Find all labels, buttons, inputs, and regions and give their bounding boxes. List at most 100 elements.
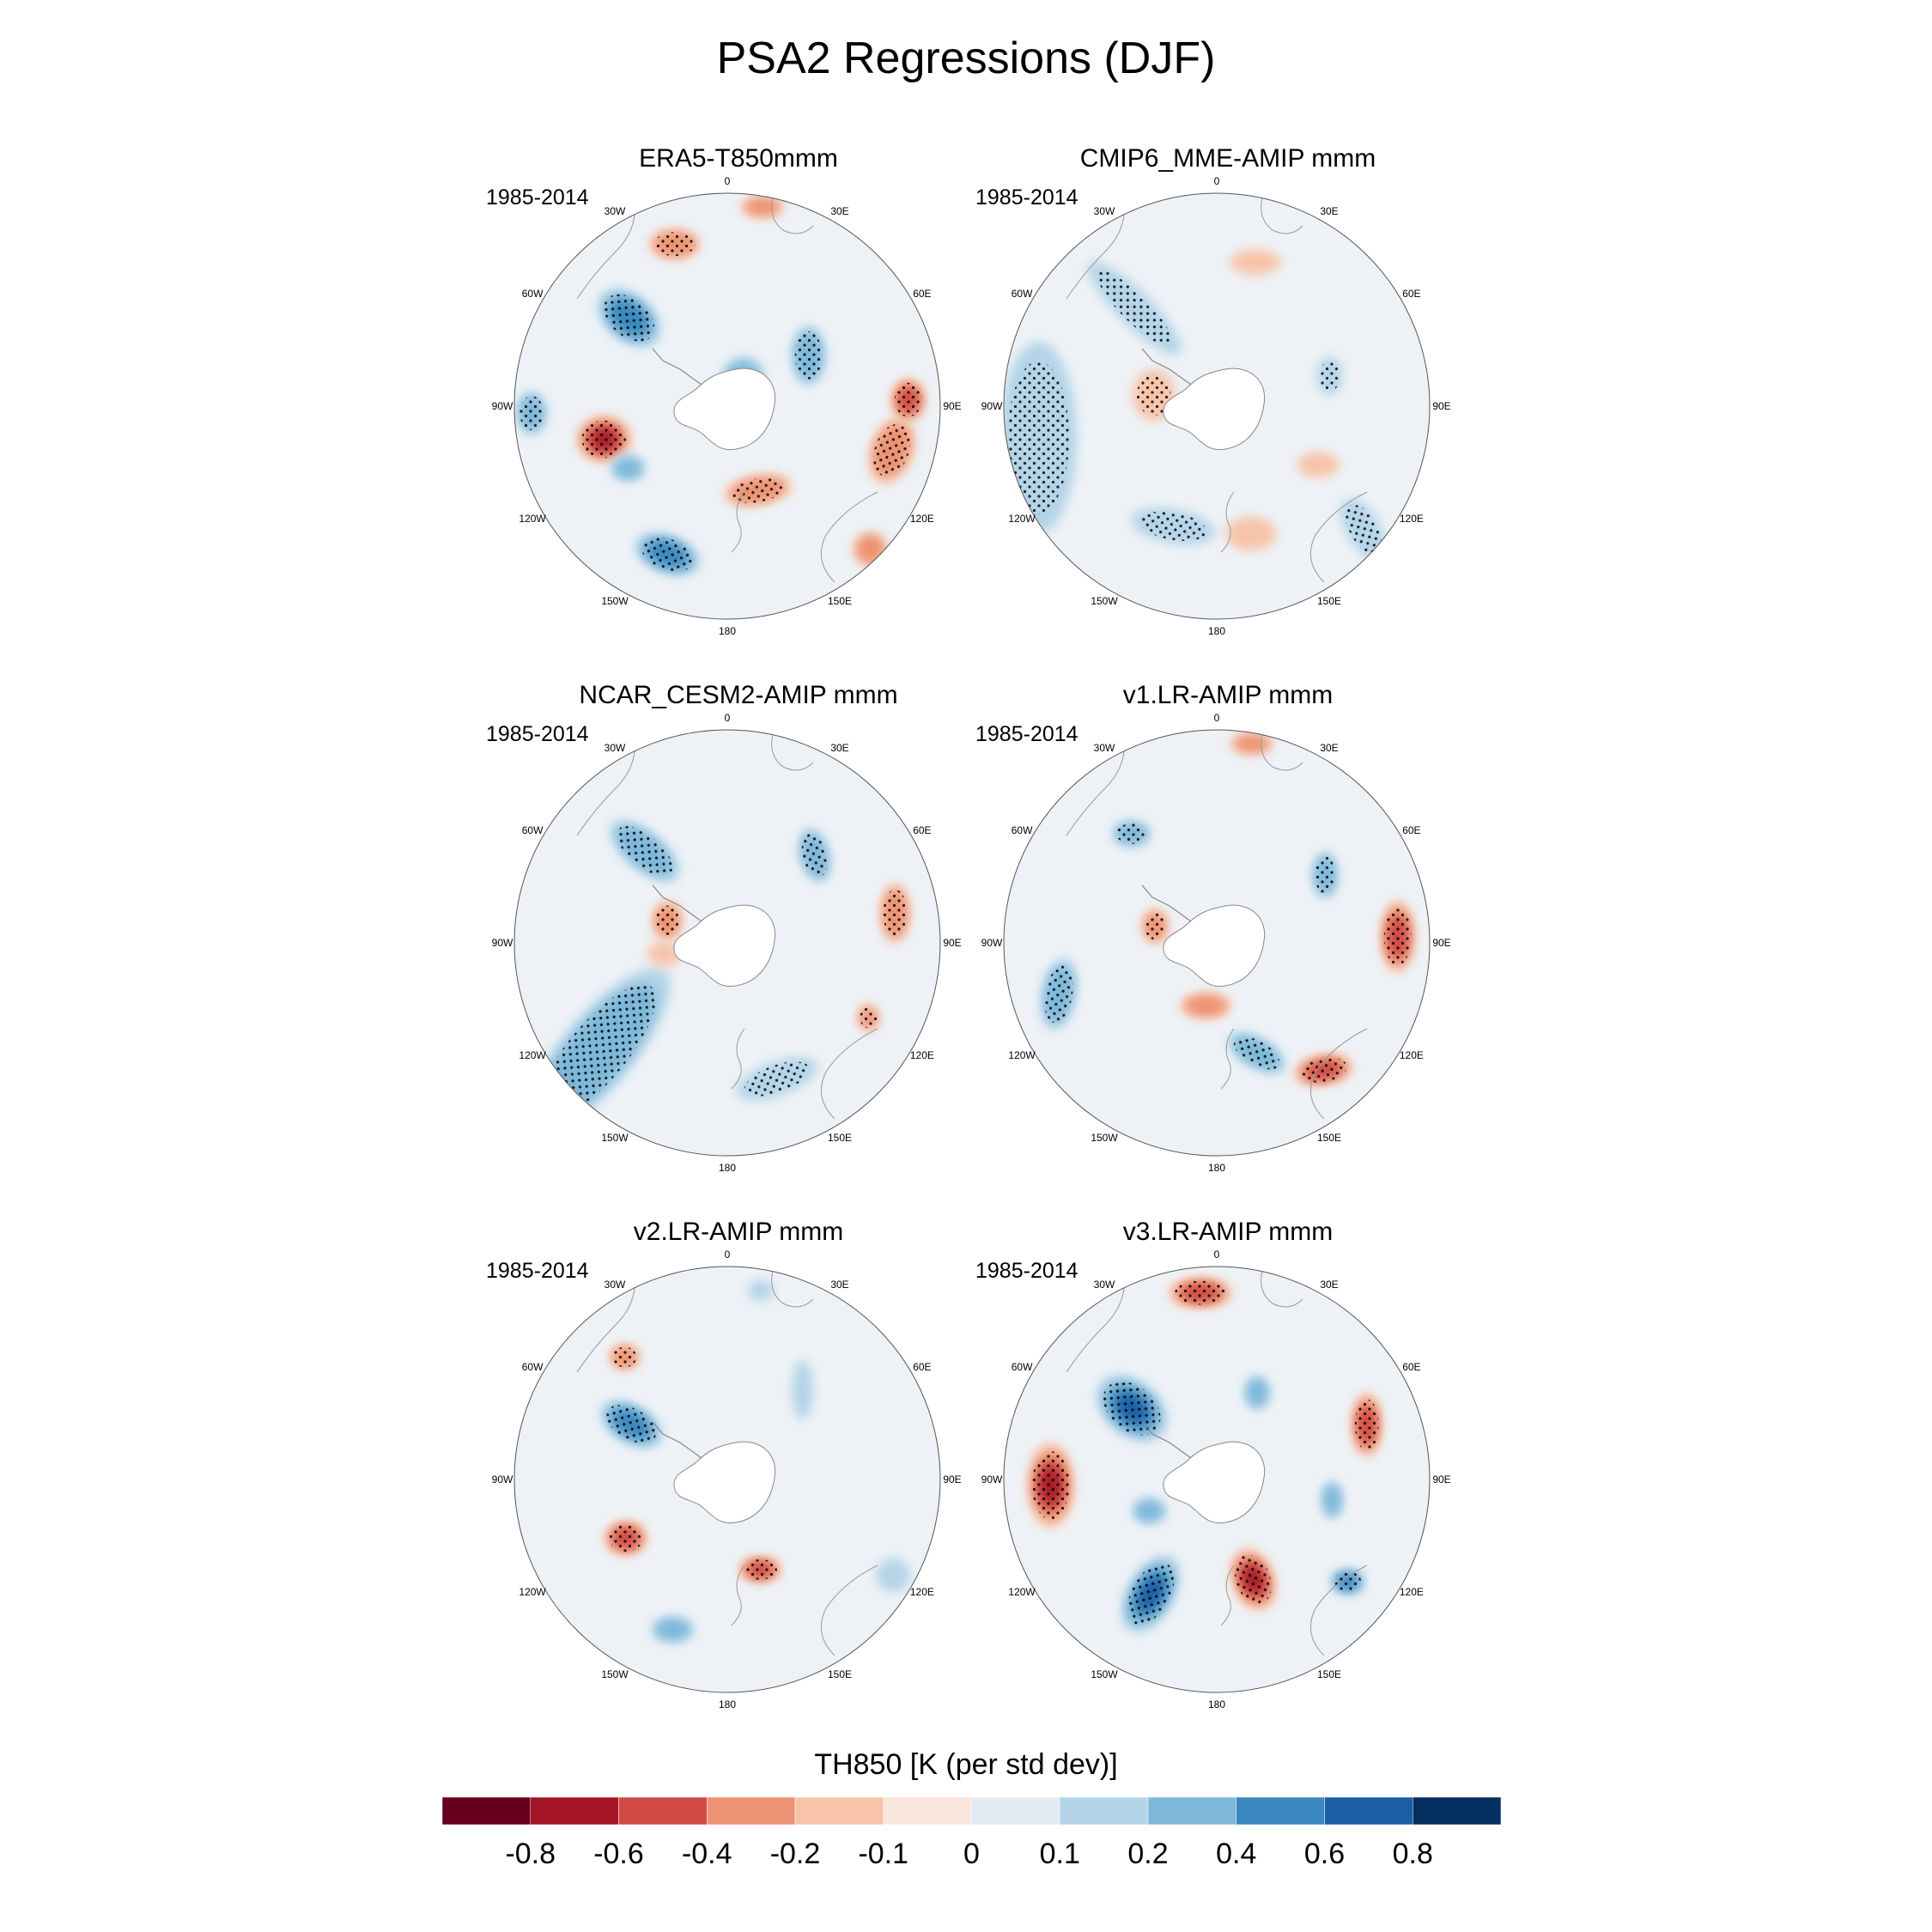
longitude-label: 90W (981, 1473, 1003, 1485)
colorbar-tick-label: -0.2 (769, 1838, 821, 1870)
colorbar-swatch (1413, 1796, 1502, 1826)
colorbar-swatch (1147, 1796, 1236, 1826)
anomaly-region (1121, 1555, 1181, 1633)
anomaly-region (791, 325, 826, 386)
anomaly-region (652, 902, 683, 940)
longitude-label: 30E (830, 1279, 849, 1291)
colorbar-swatch (618, 1796, 708, 1826)
longitude-label: 60W (1011, 824, 1033, 836)
anomaly-region (738, 1556, 781, 1583)
anomaly-region (635, 532, 701, 576)
longitude-label: 90W (491, 1473, 513, 1485)
antarctica-landmass (1163, 368, 1266, 451)
anomaly-region (1230, 732, 1273, 755)
anomaly-region (1340, 498, 1387, 561)
period-label: 1985-2014 (975, 1259, 1078, 1283)
anomaly-region (597, 288, 661, 348)
anomaly-region (576, 416, 632, 463)
anomaly-region (1230, 249, 1281, 276)
longitude-label: 0 (724, 1249, 731, 1261)
longitude-label: 150E (1316, 1668, 1342, 1680)
anomaly-region (1244, 1376, 1271, 1410)
longitude-label: 60W (1011, 1361, 1033, 1373)
coastline (1261, 730, 1303, 771)
colorbar-swatch (530, 1796, 619, 1826)
antarctic-peninsula (1141, 1421, 1192, 1459)
longitude-label: 60E (1402, 288, 1421, 300)
longitude-label: 90W (491, 400, 513, 412)
polar-map (513, 729, 941, 1157)
colorbar-swatch (1060, 1796, 1149, 1826)
longitude-label: 150W (1091, 594, 1118, 607)
anomaly-region (868, 417, 915, 483)
panel-title: v2.LR-AMIP mmm (633, 1218, 844, 1246)
longitude-label: 60E (913, 824, 932, 836)
anomaly-region (1321, 1480, 1343, 1520)
colorbar-tick-label: -0.1 (858, 1838, 909, 1870)
longitude-label: 90E (1432, 400, 1451, 412)
period-label: 1985-2014 (486, 185, 589, 210)
antarctica-landmass (673, 1441, 776, 1524)
longitude-label: 120E (1399, 513, 1424, 525)
longitude-label: 120E (1399, 1049, 1424, 1061)
longitude-label: 150E (1316, 594, 1342, 607)
coastline (771, 193, 814, 234)
panel-title: CMIP6_MME-AMIP mmm (1079, 144, 1376, 173)
longitude-label: 90W (491, 937, 513, 949)
longitude-label: 0 (724, 712, 731, 724)
anomaly-region (1294, 1054, 1353, 1086)
map-panel: v2.LR-AMIP mmm 1985-2014 0 30E 60E 90E 120E 150… (481, 1218, 996, 1733)
map-boundary (1003, 729, 1431, 1157)
anomaly-region (1330, 1569, 1365, 1595)
anomaly-region (880, 883, 910, 944)
map-boundary (513, 192, 941, 620)
longitude-label: 120E (909, 513, 934, 525)
polar-map (1003, 192, 1431, 620)
coastline (1220, 1028, 1235, 1090)
longitude-label: 90E (943, 937, 962, 949)
longitude-label: 90E (1432, 937, 1451, 949)
anomaly-region (1352, 1393, 1382, 1457)
longitude-label: 150E (827, 1131, 853, 1144)
anomaly-region (1380, 900, 1415, 973)
coastline (1261, 1267, 1303, 1308)
colorbar-tick-label: 0.8 (1392, 1838, 1433, 1870)
colorbar-tick-label: 0 (963, 1838, 980, 1870)
anomaly-region (516, 392, 547, 434)
anomaly-region (610, 1344, 640, 1370)
longitude-label: 150E (1316, 1131, 1342, 1144)
period-label: 1985-2014 (975, 722, 1078, 746)
coastline (771, 1267, 814, 1308)
coastline (1309, 1564, 1368, 1656)
anomaly-region (1180, 993, 1231, 1019)
longitude-label: 60E (1402, 824, 1421, 836)
anomaly-region (600, 1400, 663, 1449)
panel-title: v1.LR-AMIP mmm (1122, 681, 1334, 709)
coastline (731, 1564, 745, 1626)
coastline (820, 1564, 878, 1656)
longitude-label: 180 (718, 1162, 737, 1174)
colorbar-tick-label: 0.4 (1216, 1838, 1257, 1870)
longitude-label: 150W (601, 1131, 629, 1144)
longitude-label: 60E (1402, 1361, 1421, 1373)
colorbar-tick-label: 0.2 (1127, 1838, 1169, 1870)
colorbar-tick-label: 0.1 (1039, 1838, 1080, 1870)
coastline (1220, 1564, 1235, 1626)
longitude-label: 150W (1091, 1131, 1118, 1144)
longitude-label: 150W (601, 594, 629, 607)
anomaly-region (798, 828, 831, 883)
anomaly-region (610, 819, 680, 883)
colorbar-swatch (883, 1796, 972, 1826)
coastline (1309, 491, 1368, 583)
longitude-label: 0 (1213, 1249, 1220, 1261)
longitude-label: 60E (913, 288, 932, 300)
anomaly-region (1096, 1375, 1168, 1443)
antarctica-landmass (673, 368, 776, 451)
anomaly-region (1087, 261, 1182, 355)
map-boundary (1003, 192, 1431, 620)
longitude-label: 150W (601, 1668, 629, 1680)
period-label: 1985-2014 (486, 1259, 589, 1283)
longitude-label: 90W (981, 937, 1003, 949)
anomaly-region (890, 378, 926, 422)
anomaly-region (1131, 507, 1216, 545)
